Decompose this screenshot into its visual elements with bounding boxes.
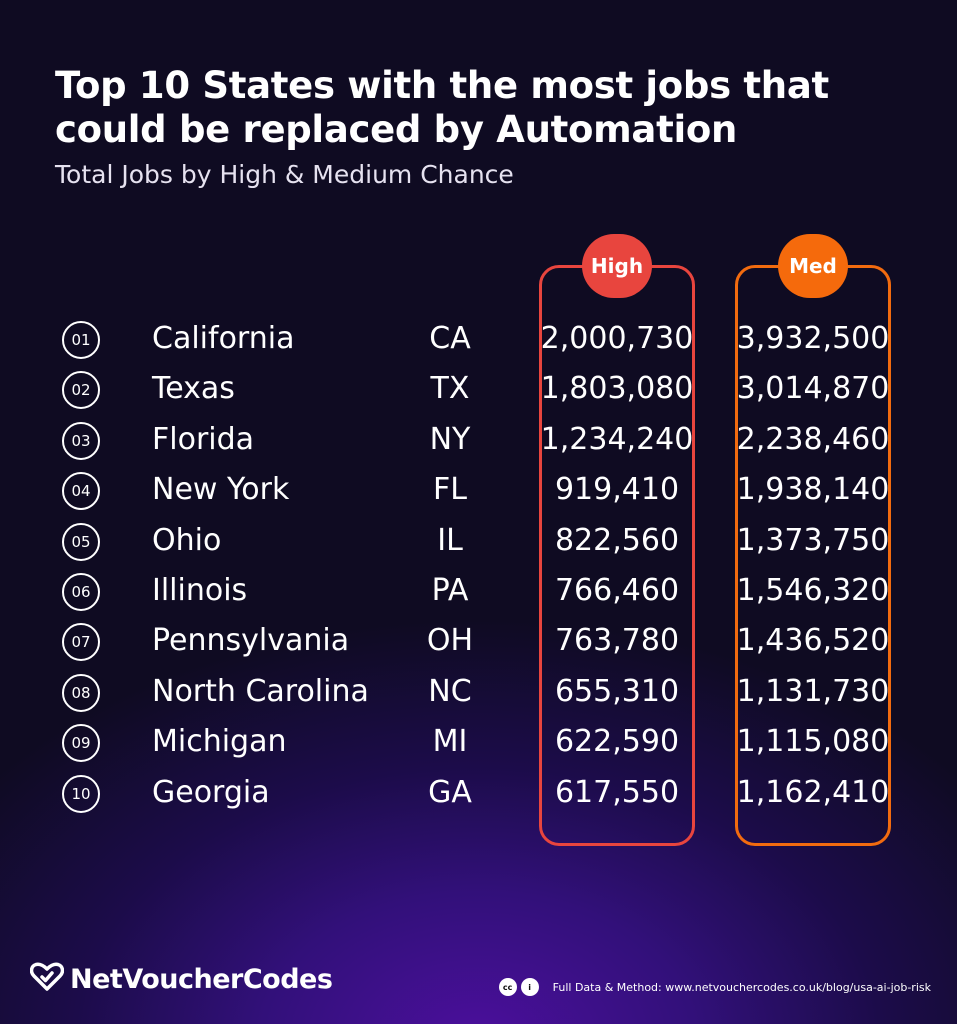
cc-icon: cc: [498, 978, 517, 996]
high-column-header: High: [582, 234, 652, 298]
med-value: 3,932,500: [736, 321, 890, 356]
high-value: 655,310: [554, 673, 680, 709]
table-row: 09 Michigan MI 622,590 1,115,080: [0, 718, 957, 768]
high-value: 1,234,240: [540, 421, 694, 457]
med-value: 3,014,870: [736, 371, 890, 407]
high-value: 1,803,080: [540, 371, 694, 407]
footer-source: Full Data & Method: www.netvouchercodes.…: [552, 980, 931, 994]
brand-logo: NetVoucherCodes: [29, 962, 333, 996]
table-row: 04 New York FL 919,410 1,938,140: [0, 466, 957, 516]
state-name: Georgia: [152, 774, 270, 810]
high-value: 919,410: [554, 472, 680, 508]
state-abbr: CA: [429, 321, 471, 356]
state-abbr: TX: [430, 371, 470, 407]
state-abbr: OH: [426, 623, 474, 659]
state-abbr: PA: [431, 573, 469, 608]
rank-badge: 04: [62, 472, 100, 511]
state-name: North Carolina: [152, 673, 369, 709]
table-row: 03 Florida NY 1,234,240 2,238,460: [0, 416, 957, 466]
state-name: Texas: [152, 371, 235, 407]
brand-name: NetVoucherCodes: [70, 963, 333, 995]
state-abbr: FL: [433, 472, 467, 508]
table-row: 08 North Carolina NC 655,310 1,131,730: [0, 668, 957, 718]
heart-icon: [29, 962, 65, 996]
med-value: 2,238,460: [736, 421, 890, 457]
attribution-icon: i: [520, 978, 539, 996]
med-value: 1,115,080: [736, 724, 890, 760]
high-value: 763,780: [554, 623, 680, 659]
rank-badge: 02: [62, 371, 100, 410]
rank-badge: 05: [62, 522, 100, 561]
rank-badge: 09: [62, 724, 100, 763]
state-name: Pennsylvania: [152, 623, 350, 659]
med-value: 1,162,410: [736, 774, 890, 810]
state-name: Florida: [152, 421, 255, 457]
table-row: 05 Ohio IL 822,560 1,373,750: [0, 517, 957, 567]
chart-title: Top 10 States with the most jobs that co…: [55, 64, 829, 151]
table-row: 06 Illinois PA 766,460 1,546,320: [0, 567, 957, 617]
med-value: 1,373,750: [736, 522, 890, 558]
rank-badge: 03: [62, 421, 100, 460]
chart-subtitle: Total Jobs by High & Medium Chance: [55, 160, 514, 189]
state-abbr: IL: [437, 522, 463, 558]
state-name: Ohio: [152, 522, 222, 558]
med-value: 1,436,520: [736, 623, 890, 659]
rank-badge: 01: [62, 321, 100, 359]
med-column-header: Med: [778, 234, 848, 298]
rank-badge: 08: [62, 673, 100, 712]
state-abbr: NY: [429, 421, 471, 457]
rank-badge: 06: [62, 573, 100, 611]
footer: cc i Full Data & Method: www.netvoucherc…: [498, 978, 931, 996]
med-value: 1,131,730: [736, 673, 890, 709]
state-name: Illinois: [152, 573, 248, 608]
high-value: 822,560: [554, 522, 680, 558]
table-row: 07 Pennsylvania OH 763,780 1,436,520: [0, 617, 957, 667]
state-name: New York: [152, 472, 290, 508]
state-name: California: [152, 321, 295, 356]
table-row: 02 Texas TX 1,803,080 3,014,870: [0, 365, 957, 415]
state-abbr: NC: [428, 673, 472, 709]
rank-badge: 10: [62, 774, 100, 813]
table-row: 10 Georgia GA 617,550 1,162,410: [0, 769, 957, 819]
table-row: 01 California CA 2,000,730 3,932,500: [0, 315, 957, 365]
state-abbr: GA: [428, 774, 472, 810]
high-value: 766,460: [554, 573, 680, 608]
high-value: 622,590: [554, 724, 680, 760]
high-value: 617,550: [554, 774, 680, 810]
rank-badge: 07: [62, 623, 100, 662]
med-value: 1,938,140: [736, 472, 890, 508]
high-value: 2,000,730: [540, 321, 694, 356]
med-value: 1,546,320: [736, 573, 890, 608]
state-name: Michigan: [152, 724, 287, 760]
state-abbr: MI: [432, 724, 468, 760]
